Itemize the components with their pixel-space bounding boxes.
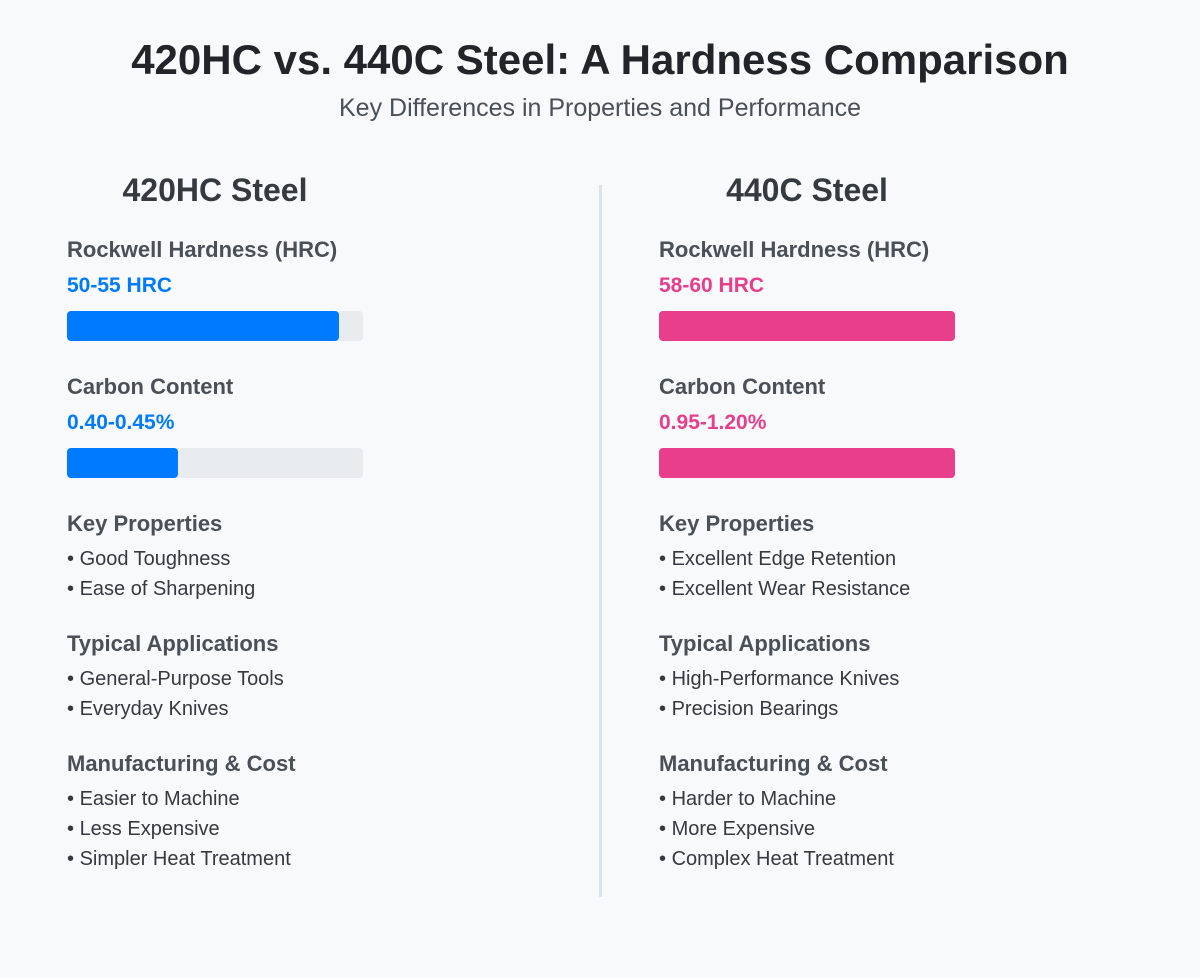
list-item: High-Performance Knives: [659, 664, 955, 694]
manufacturing-list: Harder to MachineMore ExpensiveComplex H…: [659, 784, 955, 874]
list-item: Excellent Wear Resistance: [659, 574, 955, 604]
list-item: Ease of Sharpening: [67, 574, 363, 604]
column-left: 420HC Steel Rockwell Hardness (HRC) 50-5…: [67, 170, 363, 898]
column-right: 440C Steel Rockwell Hardness (HRC) 58-60…: [659, 170, 955, 898]
manufacturing-list: Easier to MachineLess ExpensiveSimpler H…: [67, 784, 363, 874]
hardness-bar-fill: [659, 311, 955, 341]
list-item: Complex Heat Treatment: [659, 844, 955, 874]
list-item: Precision Bearings: [659, 694, 955, 724]
carbon-bar-track: [67, 448, 363, 478]
column-title: 440C Steel: [726, 172, 888, 208]
properties-list: Excellent Edge RetentionExcellent Wear R…: [659, 544, 955, 604]
list-item: Everyday Knives: [67, 694, 363, 724]
list-item: Easier to Machine: [67, 784, 363, 814]
carbon-value: 0.40-0.45%: [67, 411, 175, 434]
hardness-bar-track: [659, 311, 955, 341]
carbon-label: Carbon Content: [659, 374, 826, 399]
manufacturing-label: Manufacturing & Cost: [659, 751, 888, 776]
carbon-label: Carbon Content: [67, 374, 234, 399]
page-title: 420HC vs. 440C Steel: A Hardness Compari…: [131, 36, 1069, 83]
hardness-label: Rockwell Hardness (HRC): [67, 237, 338, 262]
applications-label: Typical Applications: [67, 631, 279, 656]
list-item: Good Toughness: [67, 544, 363, 574]
carbon-bar-track: [659, 448, 955, 478]
properties-list: Good ToughnessEase of Sharpening: [67, 544, 363, 604]
hardness-bar-track: [67, 311, 363, 341]
column-divider: [599, 185, 602, 897]
list-item: Harder to Machine: [659, 784, 955, 814]
list-item: Simpler Heat Treatment: [67, 844, 363, 874]
hardness-value: 58-60 HRC: [659, 274, 765, 297]
page-subtitle: Key Differences in Properties and Perfor…: [338, 94, 862, 122]
column-title: 420HC Steel: [122, 172, 308, 208]
list-item: Less Expensive: [67, 814, 363, 844]
list-item: More Expensive: [659, 814, 955, 844]
carbon-bar-fill: [659, 448, 955, 478]
carbon-bar-fill: [67, 448, 178, 478]
list-item: General-Purpose Tools: [67, 664, 363, 694]
carbon-value: 0.95-1.20%: [659, 411, 767, 434]
hardness-bar-fill: [67, 311, 340, 341]
manufacturing-label: Manufacturing & Cost: [67, 751, 296, 776]
hardness-value: 50-55 HRC: [67, 274, 173, 297]
properties-label: Key Properties: [659, 511, 815, 536]
list-item: Excellent Edge Retention: [659, 544, 955, 574]
applications-label: Typical Applications: [659, 631, 871, 656]
applications-list: High-Performance KnivesPrecision Bearing…: [659, 664, 955, 724]
properties-label: Key Properties: [67, 511, 223, 536]
applications-list: General-Purpose ToolsEveryday Knives: [67, 664, 363, 724]
hardness-label: Rockwell Hardness (HRC): [659, 237, 930, 262]
